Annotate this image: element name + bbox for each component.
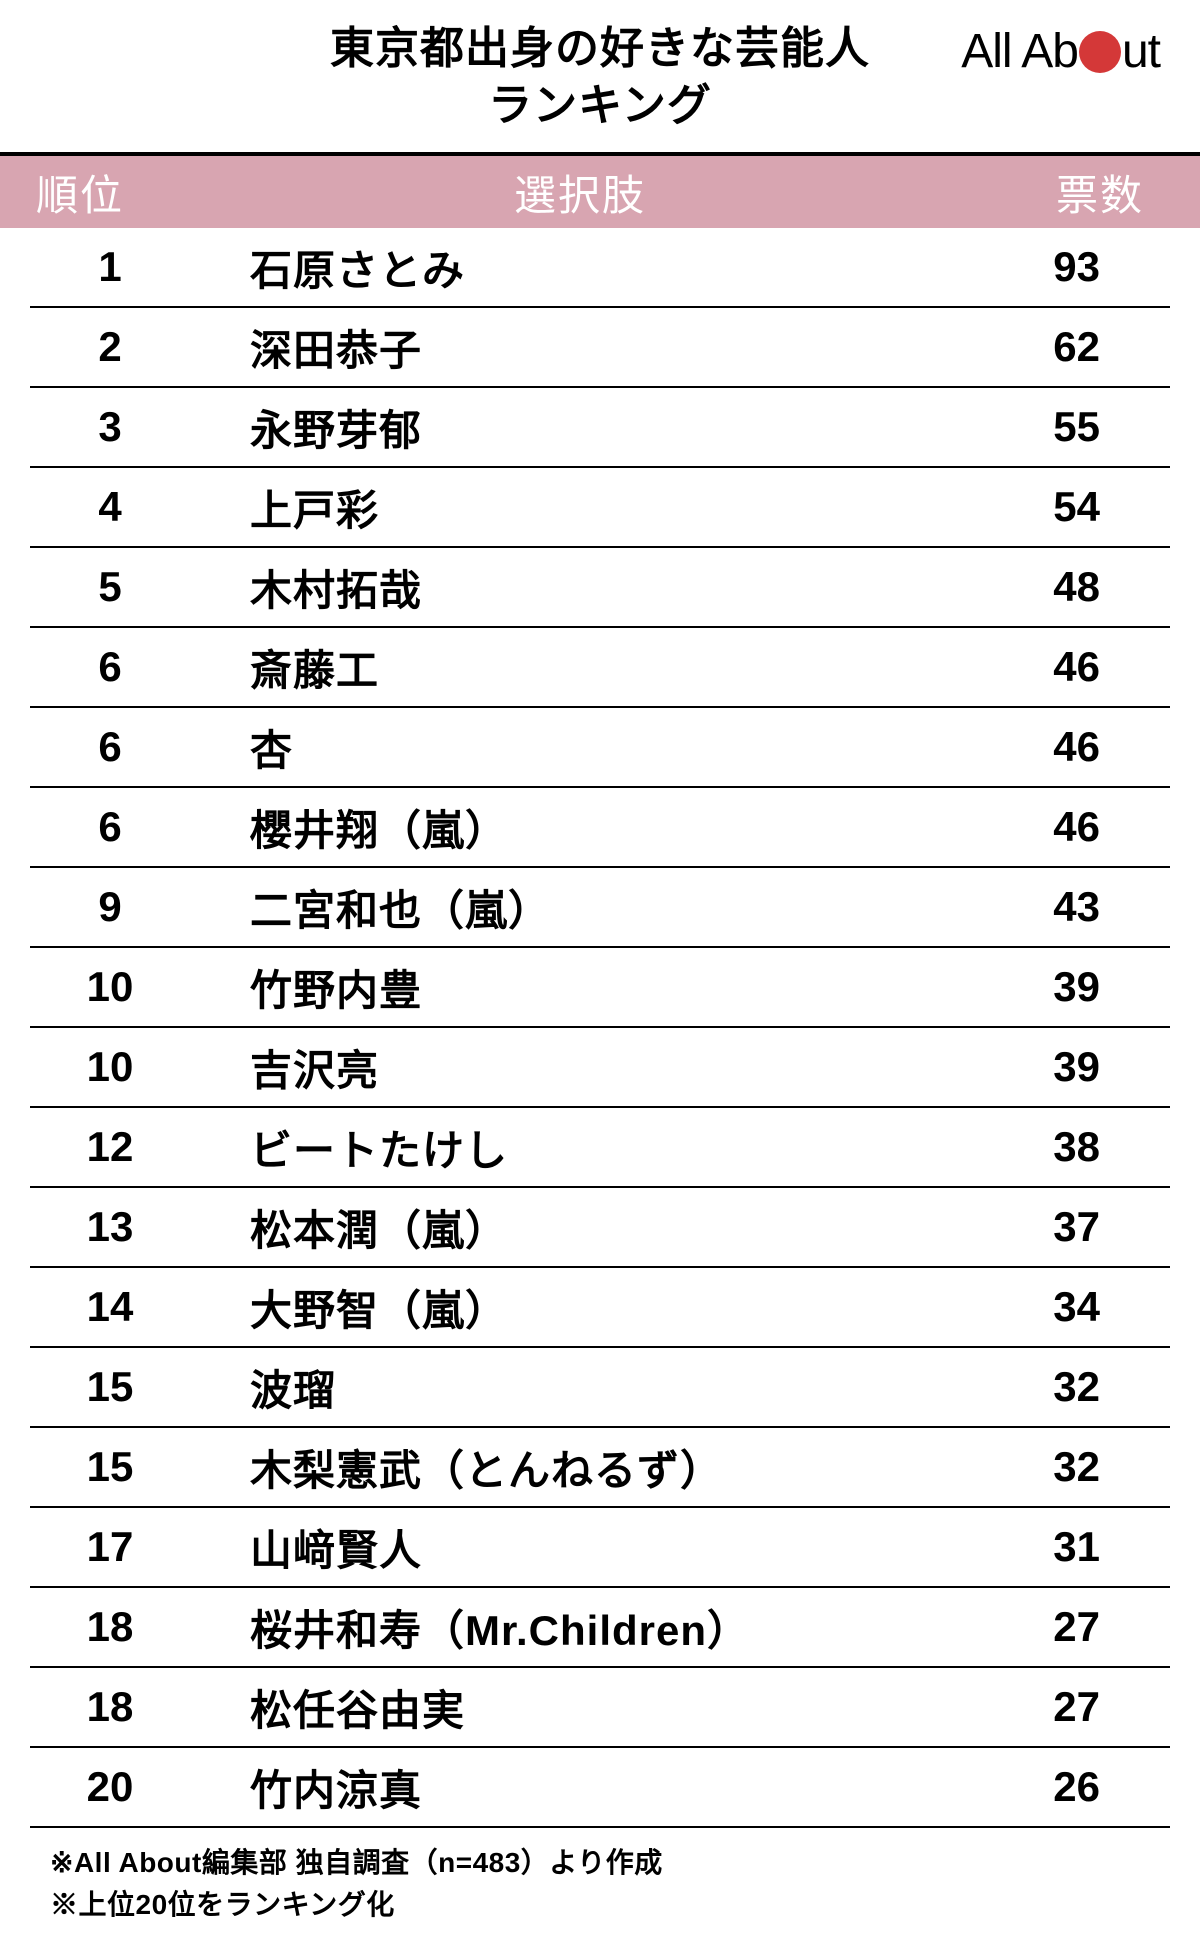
table-row: 15波瑠32 xyxy=(30,1348,1170,1428)
column-header-row: 順位 選択肢 票数 xyxy=(0,156,1200,228)
cell-rank: 18 xyxy=(30,1603,190,1651)
cell-rank: 12 xyxy=(30,1123,190,1171)
cell-votes: 39 xyxy=(970,1043,1170,1091)
cell-name: 松本潤（嵐） xyxy=(190,1197,970,1258)
cell-votes: 31 xyxy=(970,1523,1170,1571)
cell-votes: 32 xyxy=(970,1363,1170,1411)
cell-name: 松任谷由実 xyxy=(190,1677,970,1738)
cell-rank: 9 xyxy=(30,883,190,931)
table-row: 10吉沢亮39 xyxy=(30,1028,1170,1108)
table-row: 9二宮和也（嵐）43 xyxy=(30,868,1170,948)
cell-votes: 27 xyxy=(970,1603,1170,1651)
table-row: 1石原さとみ93 xyxy=(30,228,1170,308)
cell-votes: 38 xyxy=(970,1123,1170,1171)
cell-votes: 34 xyxy=(970,1283,1170,1331)
page-title: 東京都出身の好きな芸能人 ランキング xyxy=(330,20,870,134)
logo-text-1: All Ab xyxy=(961,24,1078,79)
cell-votes: 54 xyxy=(970,483,1170,531)
table-row: 10竹野内豊39 xyxy=(30,948,1170,1028)
cell-name: 波瑠 xyxy=(190,1357,970,1418)
cell-votes: 55 xyxy=(970,403,1170,451)
cell-name: 斎藤工 xyxy=(190,637,970,698)
cell-votes: 46 xyxy=(970,723,1170,771)
logo-dot-icon xyxy=(1079,31,1121,73)
ranking-container: 東京都出身の好きな芸能人 ランキング All Ab ut 順位 選択肢 票数 1… xyxy=(0,0,1200,1956)
cell-name: 永野芽郁 xyxy=(190,397,970,458)
cell-rank: 10 xyxy=(30,1043,190,1091)
cell-rank: 17 xyxy=(30,1523,190,1571)
cell-rank: 4 xyxy=(30,483,190,531)
table-row: 6櫻井翔（嵐）46 xyxy=(30,788,1170,868)
cell-votes: 48 xyxy=(970,563,1170,611)
cell-rank: 2 xyxy=(30,323,190,371)
cell-rank: 18 xyxy=(30,1683,190,1731)
cell-name: 石原さとみ xyxy=(190,237,970,298)
cell-name: 木梨憲武（とんねるず） xyxy=(190,1437,970,1498)
title-line-2: ランキング xyxy=(330,77,870,134)
cell-rank: 14 xyxy=(30,1283,190,1331)
cell-name: 杏 xyxy=(190,717,970,778)
table-row: 3永野芽郁55 xyxy=(30,388,1170,468)
cell-name: 竹野内豊 xyxy=(190,957,970,1018)
cell-votes: 46 xyxy=(970,803,1170,851)
cell-votes: 37 xyxy=(970,1203,1170,1251)
cell-name: 深田恭子 xyxy=(190,317,970,378)
cell-rank: 15 xyxy=(30,1363,190,1411)
cell-name: 櫻井翔（嵐） xyxy=(190,797,970,858)
cell-name: ビートたけし xyxy=(190,1117,970,1178)
cell-votes: 26 xyxy=(970,1763,1170,1811)
cell-name: 二宮和也（嵐） xyxy=(190,877,970,938)
cell-rank: 6 xyxy=(30,723,190,771)
cell-votes: 39 xyxy=(970,963,1170,1011)
table-row: 15木梨憲武（とんねるず）32 xyxy=(30,1428,1170,1508)
footnotes: ※All About編集部 独自調査（n=483）より作成 ※上位20位をランキ… xyxy=(0,1828,1200,1956)
cell-votes: 46 xyxy=(970,643,1170,691)
footnote-2: ※上位20位をランキング化 xyxy=(50,1884,1150,1926)
cell-votes: 93 xyxy=(970,243,1170,291)
cell-rank: 6 xyxy=(30,803,190,851)
cell-name: 吉沢亮 xyxy=(190,1037,970,1098)
table-row: 4上戸彩54 xyxy=(30,468,1170,548)
table-row: 6杏46 xyxy=(30,708,1170,788)
col-header-name: 選択肢 xyxy=(160,162,1000,223)
table-row: 12ビートたけし38 xyxy=(30,1108,1170,1188)
col-header-votes: 票数 xyxy=(1000,162,1200,223)
table-row: 14大野智（嵐）34 xyxy=(30,1268,1170,1348)
table-row: 6斎藤工46 xyxy=(30,628,1170,708)
footnote-1: ※All About編集部 独自調査（n=483）より作成 xyxy=(50,1842,1150,1884)
cell-votes: 32 xyxy=(970,1443,1170,1491)
cell-name: 上戸彩 xyxy=(190,477,970,538)
cell-rank: 10 xyxy=(30,963,190,1011)
cell-rank: 6 xyxy=(30,643,190,691)
logo-text-2: ut xyxy=(1122,24,1160,79)
table-row: 2深田恭子62 xyxy=(30,308,1170,388)
cell-votes: 62 xyxy=(970,323,1170,371)
header-section: 東京都出身の好きな芸能人 ランキング All Ab ut xyxy=(0,0,1200,156)
cell-votes: 27 xyxy=(970,1683,1170,1731)
table-row: 20竹内涼真26 xyxy=(30,1748,1170,1828)
cell-rank: 3 xyxy=(30,403,190,451)
table-row: 17山﨑賢人31 xyxy=(30,1508,1170,1588)
cell-votes: 43 xyxy=(970,883,1170,931)
cell-name: 木村拓哉 xyxy=(190,557,970,618)
col-header-rank: 順位 xyxy=(0,162,160,223)
cell-name: 竹内涼真 xyxy=(190,1757,970,1818)
cell-rank: 15 xyxy=(30,1443,190,1491)
cell-name: 山﨑賢人 xyxy=(190,1517,970,1578)
cell-rank: 20 xyxy=(30,1763,190,1811)
cell-name: 大野智（嵐） xyxy=(190,1277,970,1338)
table-row: 5木村拓哉48 xyxy=(30,548,1170,628)
table-row: 13松本潤（嵐）37 xyxy=(30,1188,1170,1268)
cell-rank: 13 xyxy=(30,1203,190,1251)
table-row: 18桜井和寿（Mr.Children）27 xyxy=(30,1588,1170,1668)
title-line-1: 東京都出身の好きな芸能人 xyxy=(330,20,870,77)
cell-rank: 5 xyxy=(30,563,190,611)
cell-rank: 1 xyxy=(30,243,190,291)
table-row: 18松任谷由実27 xyxy=(30,1668,1170,1748)
cell-name: 桜井和寿（Mr.Children） xyxy=(190,1597,970,1658)
allabout-logo: All Ab ut xyxy=(961,24,1160,79)
table-body: 1石原さとみ932深田恭子623永野芽郁554上戸彩545木村拓哉486斎藤工4… xyxy=(0,228,1200,1828)
